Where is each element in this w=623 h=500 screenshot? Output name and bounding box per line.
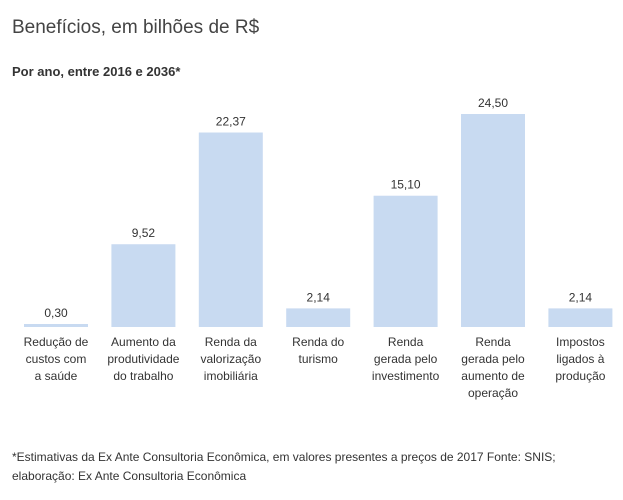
footnote-line-1: *Estimativas da Ex Ante Consultoria Econ… — [12, 450, 556, 464]
category-label-line: Impostos — [556, 335, 605, 349]
category-label-line: turismo — [299, 352, 339, 366]
bar-6 — [461, 114, 525, 327]
value-label-4: 2,14 — [307, 290, 331, 304]
category-label-line: a saúde — [35, 369, 78, 383]
bar-1 — [24, 324, 88, 327]
category-label-line: aumento de — [461, 369, 525, 383]
footnote-line-2: elaboração: Ex Ante Consultoria Econômic… — [12, 469, 247, 483]
category-label-line: Renda da — [205, 335, 257, 349]
category-label-line: do trabalho — [113, 369, 173, 383]
value-label-5: 15,10 — [391, 178, 421, 192]
value-label-6: 24,50 — [478, 96, 508, 110]
bar-2 — [111, 244, 176, 327]
category-label-7: Impostos ligados à produção — [555, 335, 605, 383]
category-label-6: Renda gerada pelo aumento de operação — [461, 335, 525, 400]
bar-7 — [548, 308, 613, 327]
category-label-line: Redução de — [24, 335, 89, 349]
footnote: *Estimativas da Ex Ante Consultoria Econ… — [12, 448, 612, 486]
category-label-line: produtividade — [107, 352, 179, 366]
category-label-line: produção — [555, 369, 605, 383]
category-label-line: ligados à — [556, 352, 604, 366]
category-label-line: operação — [468, 386, 518, 400]
category-label-3: Renda da valorização imobiliária — [200, 335, 261, 383]
chart-subtitle: Por ano, entre 2016 e 2036* — [12, 64, 181, 79]
category-label-line: Renda — [475, 335, 511, 349]
category-label-line: gerada pelo — [374, 352, 438, 366]
bar-5 — [373, 195, 438, 327]
category-label-1: Redução de custos com a saúde — [24, 335, 89, 383]
bar-chart: 0,30 Redução de custos com a saúde 9,52 Aumen… — [24, 96, 613, 400]
chart-title: Benefícios, em bilhões de R$ — [12, 17, 260, 38]
category-label-4: Renda do turismo — [292, 335, 344, 366]
category-label-line: gerada pelo — [461, 352, 525, 366]
category-label-line: custos com — [26, 352, 87, 366]
category-label-line: valorização — [200, 352, 261, 366]
category-label-line: Renda do — [292, 335, 344, 349]
bar-3 — [198, 132, 263, 327]
category-label-5: Renda gerada pelo investimento — [372, 335, 440, 383]
value-label-7: 2,14 — [569, 290, 593, 304]
value-label-1: 0,30 — [44, 306, 68, 320]
value-label-2: 9,52 — [132, 226, 156, 240]
bar-4 — [286, 308, 351, 327]
category-label-line: imobiliária — [204, 369, 258, 383]
value-label-3: 22,37 — [216, 115, 246, 129]
category-label-line: investimento — [372, 369, 440, 383]
category-label-line: Aumento da — [111, 335, 176, 349]
category-label-2: Aumento da produtividade do trabalho — [107, 335, 179, 383]
category-label-line: Renda — [388, 335, 424, 349]
